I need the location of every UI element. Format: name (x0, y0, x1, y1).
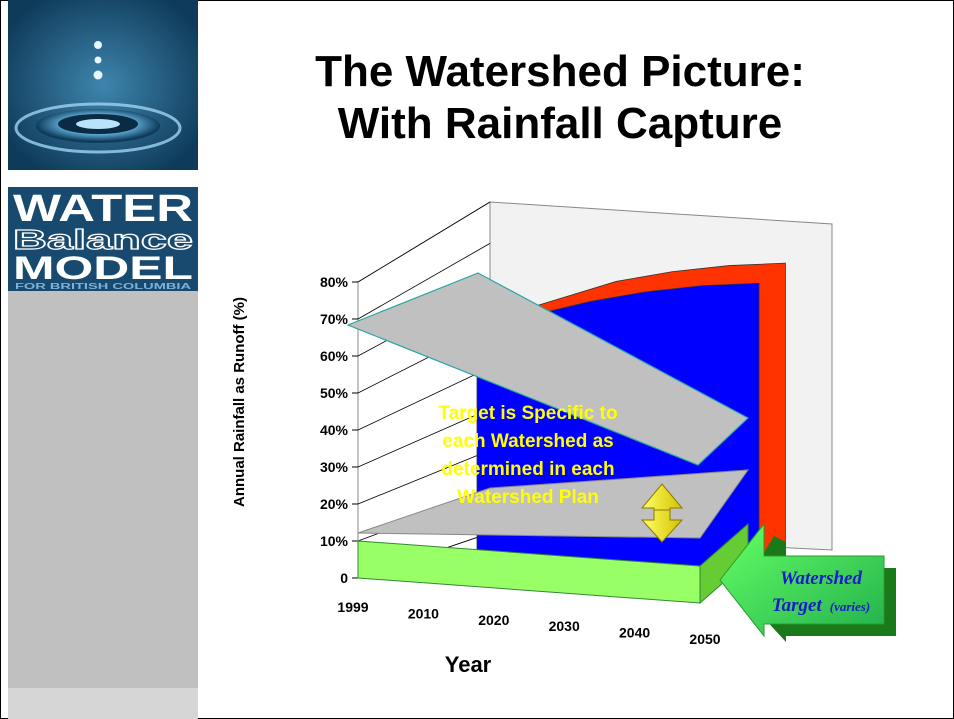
arrow-text-line2: Target (varies) (772, 595, 870, 616)
gridline (357, 408, 491, 468)
gridline (357, 367, 491, 431)
y-tick-label: 70% (320, 311, 349, 327)
watershed-target-arrow: Watershed Target (varies) (719, 522, 896, 642)
x-axis-ticks: 1999 2010 2020 2030 2040 2050 (337, 599, 720, 647)
title-line-2: With Rainfall Capture (337, 99, 783, 148)
x-tick-label: 2030 (549, 618, 580, 634)
gridline (357, 243, 491, 320)
y-axis-label: Annual Rainfall as Runoff (%) (231, 297, 248, 507)
y-tick-label: 40% (320, 422, 349, 438)
double-arrow-icon (640, 483, 684, 543)
x-tick-label: 2040 (619, 625, 650, 641)
logo-word-model: MODEL (13, 250, 193, 286)
gridline (357, 449, 491, 505)
target-text-line: Watershed Plan (457, 487, 599, 508)
target-text-line: determined in each (441, 459, 614, 480)
arrow-text-line1: Watershed (780, 568, 862, 589)
y-tick-label: 0 (340, 570, 348, 586)
x-tick-label: 1999 (337, 599, 368, 615)
slide-title: The Watershed Picture: With Rainfall Cap… (240, 46, 880, 150)
y-tick-label: 60% (320, 348, 349, 364)
target-text-line: each Watershed as (442, 431, 613, 452)
target-callout: Target is Specific to each Watershed as … (438, 403, 617, 508)
target-plane (346, 272, 750, 466)
target-text-line: Target is Specific to (438, 403, 617, 424)
x-axis-label: Year (445, 652, 492, 677)
water-balance-model-logo: WATER Balance MODEL FOR BRITISH COLUMBIA (8, 187, 198, 291)
logo-word-balance: Balance (13, 224, 193, 255)
sidebar-panel (8, 291, 198, 719)
y-tick-label: 10% (320, 533, 349, 549)
y-axis-ticks: 0 10% 20% 30% 40% 50% 60% 70% 80% (320, 274, 349, 586)
logo-word-water: WATER (13, 188, 193, 230)
x-tick-label: 2050 (689, 631, 720, 647)
y-tick-label: 20% (320, 496, 349, 512)
x-tick-label: 2010 (408, 605, 439, 621)
arrow-text-varies: (varies) (830, 599, 870, 614)
title-line-1: The Watershed Picture: (315, 47, 805, 96)
y-tick-label: 80% (320, 274, 349, 290)
gridline (357, 201, 491, 283)
arrow-text-target: Target (772, 595, 823, 616)
logo-tagline: FOR BRITISH COLUMBIA (15, 282, 191, 291)
water-droplet-ripple-icon (8, 0, 198, 170)
runoff-chart: 0 10% 20% 30% 40% 50% 60% 70% 80% 1999 2010 2020 20… (231, 201, 896, 677)
y-tick-label: 50% (320, 385, 349, 401)
x-tick-label: 2020 (478, 612, 509, 628)
sidebar-footer (8, 688, 198, 719)
y-tick-label: 30% (320, 459, 349, 475)
